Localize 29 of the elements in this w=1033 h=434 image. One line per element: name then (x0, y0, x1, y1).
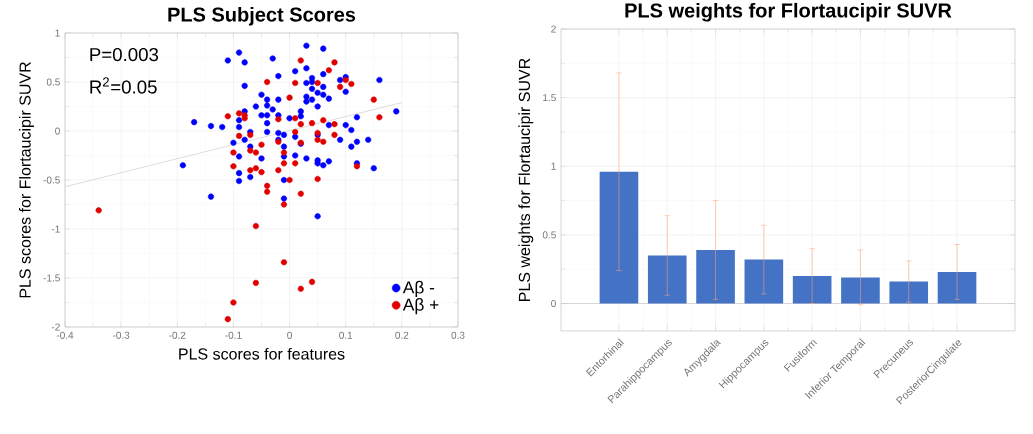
x-tick-label: -0.2 (169, 331, 186, 339)
y-tick-label: 0.5 (542, 231, 556, 239)
x-axis-title: PLS scores for features (179, 347, 345, 360)
y-axis-title: PLS scores for Flortaucipir SUVR (19, 62, 34, 298)
x-tick-label: -0.3 (112, 331, 130, 339)
y-tick-label: 0 (55, 127, 60, 135)
y-tick-label: 2 (551, 25, 556, 33)
legend-label: Aβ + (402, 298, 439, 315)
x-tick-label: -0.1 (225, 331, 242, 339)
y-axis-title: PLS weights for Flortaucipir SUVR (518, 58, 534, 301)
chart-title: PLS Subject Scores (168, 6, 356, 26)
y-tick-label: 1.5 (543, 94, 556, 102)
y-tick-label: -1.5 (43, 274, 60, 282)
annotation: R$^{2}$=0.05 (90, 77, 157, 94)
x-tick-label: 0.2 (395, 331, 409, 339)
x-tick-label: 0.3 (451, 331, 465, 339)
y-tick-label: 1 (55, 29, 60, 37)
annotation: P=0.003 (90, 47, 159, 62)
x-tick-label: -0.4 (56, 331, 74, 339)
y-tick-label: 0.5 (46, 78, 60, 86)
x-tick-label: 0 (287, 331, 292, 339)
y-tick-label: 0 (551, 299, 556, 308)
chart-title: PLS weights for Flortaucipir SUVR (625, 2, 952, 22)
y-tick-label: 1 (551, 162, 556, 170)
y-tick-label: -0.5 (43, 176, 60, 184)
y-tick-label: -1 (51, 225, 60, 233)
y-tick-label: -2 (51, 323, 60, 331)
x-tick-label: 0.1 (339, 331, 353, 339)
legend-label: Aβ - (402, 280, 435, 297)
